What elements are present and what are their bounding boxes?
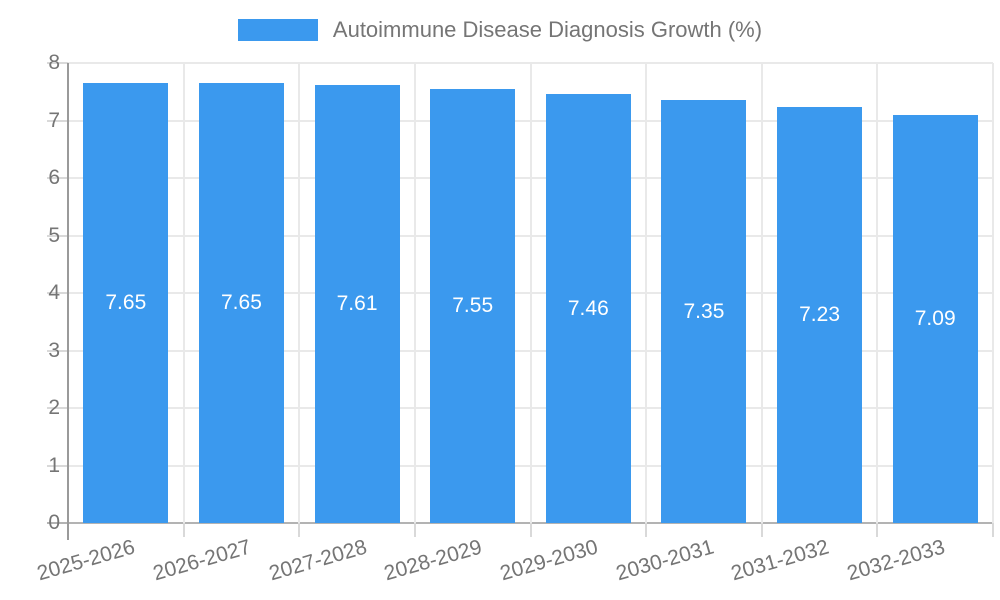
legend-label: Autoimmune Disease Diagnosis Growth (%)	[332, 17, 763, 42]
y-axis-line	[67, 63, 69, 540]
bar: 7.23	[777, 107, 863, 523]
x-axis-tick-label: 2027-2028	[266, 535, 370, 586]
bar-value-label: 7.55	[452, 293, 494, 317]
x-tick-mark	[182, 523, 185, 537]
x-gridline	[992, 63, 994, 523]
y-axis-tick-label: 7	[48, 108, 60, 132]
y-axis-tick-label: 8	[48, 51, 60, 74]
x-gridline	[760, 63, 763, 523]
legend-swatch	[237, 19, 318, 41]
y-tick-mark	[47, 407, 68, 409]
bar-value-label: 7.46	[567, 296, 609, 320]
legend: Autoimmune Disease Diagnosis Growth (%)	[0, 17, 1000, 43]
y-tick-mark	[47, 62, 68, 64]
bar: 7.65	[198, 83, 284, 523]
x-tick-mark	[529, 523, 532, 537]
x-gridline	[182, 63, 185, 523]
x-axis-tick-label: 2028-2029	[381, 535, 485, 586]
y-axis-tick-label: 1	[48, 453, 60, 477]
x-gridline	[529, 63, 532, 523]
x-axis-tick-label: 2026-2027	[150, 535, 254, 586]
y-tick-mark	[47, 349, 68, 352]
x-gridline	[645, 63, 648, 523]
x-axis-tick-label: 2032-2033	[844, 535, 948, 586]
x-axis-baseline	[47, 522, 993, 524]
x-tick-mark	[760, 523, 763, 537]
y-axis-tick-label: 5	[48, 223, 60, 247]
x-gridline	[876, 63, 879, 523]
x-tick-mark	[992, 523, 994, 537]
x-axis-tick-label: 2030-2031	[613, 535, 716, 586]
x-axis-tick-label: 2025-2026	[34, 535, 138, 586]
y-axis-tick-label: 0	[48, 511, 60, 534]
bar: 7.46	[545, 94, 631, 523]
bar: 7.65	[83, 83, 169, 523]
x-tick-mark	[298, 523, 301, 537]
y-tick-mark	[47, 464, 68, 467]
y-tick-mark	[47, 119, 68, 122]
bar: 7.55	[430, 88, 516, 523]
bar-value-label: 7.35	[683, 299, 725, 323]
bar-value-label: 7.09	[914, 307, 956, 331]
y-axis-tick-label: 2	[48, 396, 60, 419]
x-tick-mark	[876, 523, 879, 537]
bar: 7.35	[661, 100, 747, 523]
y-axis-tick-label: 3	[48, 338, 60, 362]
bar-value-label: 7.23	[799, 303, 840, 327]
y-axis-tick-label: 4	[48, 281, 60, 304]
y-tick-mark	[47, 292, 68, 294]
bar: 7.61	[314, 85, 400, 523]
x-gridline	[298, 63, 301, 523]
x-axis-tick-label: 2031-2032	[728, 535, 832, 586]
bar: 7.09	[892, 115, 978, 523]
x-tick-mark	[645, 523, 648, 537]
x-tick-mark	[413, 523, 416, 537]
bar-value-label: 7.61	[336, 292, 378, 316]
y-tick-mark	[47, 234, 68, 237]
bar-value-label: 7.65	[221, 291, 262, 315]
y-axis-tick-label: 6	[48, 166, 60, 189]
y-tick-mark	[47, 177, 68, 179]
bar-value-label: 7.65	[105, 291, 147, 315]
x-gridline	[413, 63, 416, 523]
x-axis-tick-label: 2029-2030	[497, 535, 601, 586]
